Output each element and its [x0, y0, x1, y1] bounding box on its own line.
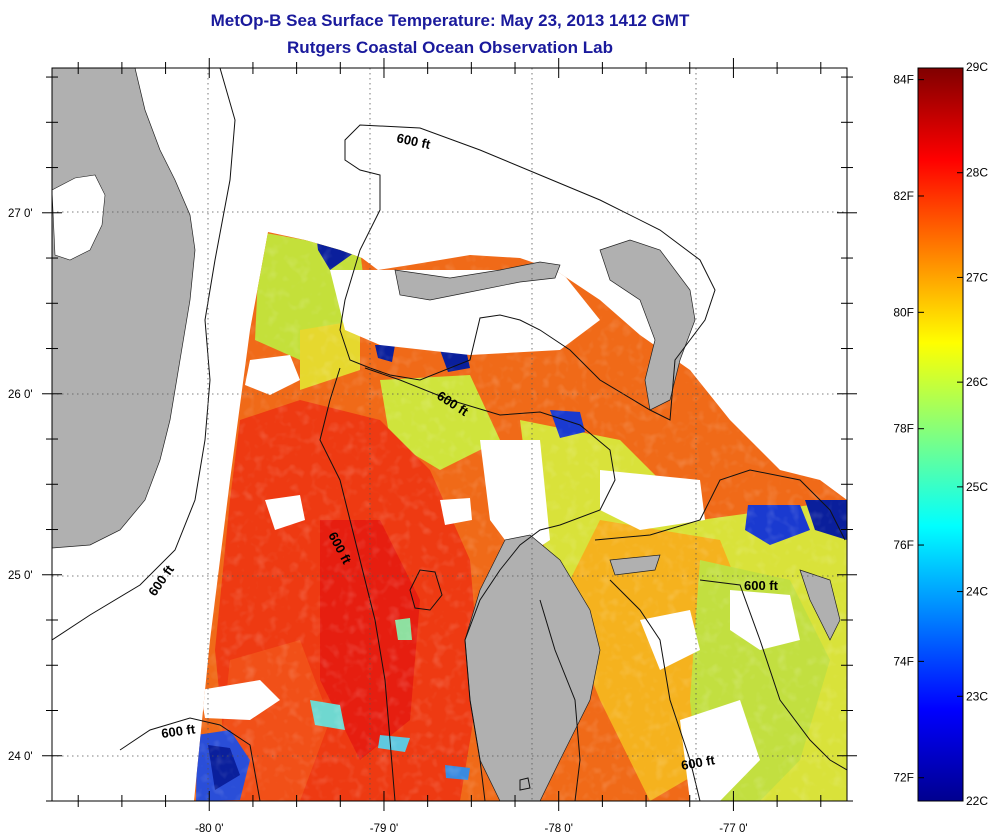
- colorbar-fahrenheit-label: 80F: [893, 305, 914, 319]
- colorbar-fahrenheit-label: 72F: [893, 771, 914, 785]
- colorbar-celsius-label: 23C: [966, 689, 988, 703]
- contour-label: 600 ft: [744, 578, 779, 593]
- map-subtitle: Rutgers Coastal Ocean Observation Lab: [287, 38, 613, 57]
- colorbar-fahrenheit-label: 82F: [893, 189, 914, 203]
- lon-tick-label: -79 0': [370, 823, 398, 835]
- lon-tick-label: -80 0': [195, 823, 223, 835]
- graticule: [52, 68, 847, 801]
- colorbar-fahrenheit-label: 74F: [893, 654, 914, 668]
- colorbar-fahrenheit-label: 76F: [893, 538, 914, 552]
- contour-label: 600 ft: [680, 752, 717, 773]
- lat-tick-label: 26 0': [8, 389, 33, 401]
- colorbar-celsius-label: 24C: [966, 585, 988, 599]
- colorbar: [917, 67, 964, 802]
- lon-tick-label: -78 0': [544, 823, 572, 835]
- isobath-600ft: [52, 68, 847, 801]
- colorbar-celsius-label: 25C: [966, 480, 988, 494]
- lon-tick-label: -77 0': [719, 823, 747, 835]
- lat-tick-label: 24 0': [8, 751, 33, 763]
- lat-tick-label: 27 0': [8, 208, 33, 220]
- colorbar-celsius-label: 29C: [966, 60, 988, 74]
- colorbar-fahrenheit-label: 78F: [893, 422, 914, 436]
- colorbar-fahrenheit-label: 84F: [893, 73, 914, 87]
- colorbar-celsius-label: 27C: [966, 270, 988, 284]
- lat-tick-label: 25 0': [8, 570, 33, 582]
- colorbar-celsius-label: 22C: [966, 794, 988, 808]
- contour-label: 600 ft: [160, 721, 196, 741]
- colorbar-celsius-label: 26C: [966, 375, 988, 389]
- map-title: MetOp-B Sea Surface Temperature: May 23,…: [210, 11, 690, 30]
- contour-label: 600 ft: [395, 130, 432, 152]
- colorbar-celsius-label: 28C: [966, 166, 988, 180]
